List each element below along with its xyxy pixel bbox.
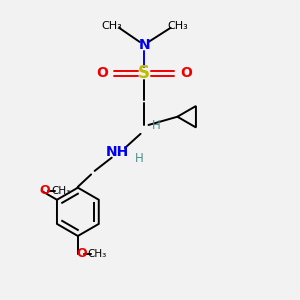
Text: S: S <box>138 64 150 82</box>
Text: O: O <box>76 247 87 260</box>
Text: NH: NH <box>106 146 129 159</box>
Text: CH₃: CH₃ <box>51 186 70 196</box>
Text: O: O <box>96 66 108 80</box>
Text: H: H <box>152 119 160 132</box>
Text: CH₃: CH₃ <box>101 21 122 31</box>
Text: O: O <box>180 66 192 80</box>
Text: CH₃: CH₃ <box>87 249 106 259</box>
Text: CH₃: CH₃ <box>168 21 188 31</box>
Text: H: H <box>135 152 144 165</box>
Text: N: N <box>138 38 150 52</box>
Text: O: O <box>40 184 50 197</box>
